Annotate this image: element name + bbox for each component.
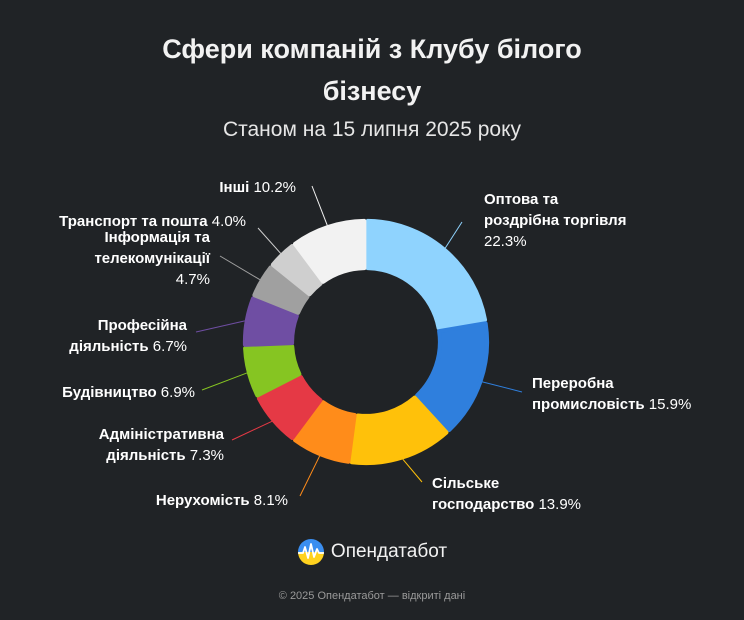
footer-copyright: © 2025 Опендатабот — відкриті дані xyxy=(278,590,466,602)
leader-line xyxy=(231,420,273,441)
slice-value-label: 7.3% xyxy=(186,447,224,464)
leader-line xyxy=(444,221,463,249)
leader-line xyxy=(195,320,245,333)
donut-slice[interactable] xyxy=(349,395,449,466)
donut-slice[interactable] xyxy=(292,218,367,284)
leader-line xyxy=(201,372,248,391)
brand-name: Опендатабот xyxy=(330,541,448,562)
donut-slice[interactable] xyxy=(256,375,323,441)
slice-value-label: 6.9% xyxy=(157,384,195,401)
donut-slice[interactable] xyxy=(243,344,302,398)
slice-value-label: 4.7% xyxy=(176,271,210,288)
chart-title: Сфери компаній з Клубу білого бізнесу xyxy=(0,28,744,112)
slice-value-label: 8.1% xyxy=(250,492,288,509)
slice-label: Адміністративна діяльність 7.3% xyxy=(99,426,225,464)
donut-slice[interactable] xyxy=(242,296,299,347)
leader-line xyxy=(311,185,328,226)
donut-slice[interactable] xyxy=(365,218,488,330)
slice-label: Транспорт та пошта 4.0% xyxy=(59,213,246,230)
donut-slice[interactable] xyxy=(415,321,490,433)
slice-label: Переробна промисловість 15.9% xyxy=(532,375,691,413)
donut-slice[interactable] xyxy=(252,265,310,315)
slice-label: Оптова та роздрібна торгівля 22.3% xyxy=(484,191,626,250)
opendatabot-logo-icon xyxy=(297,539,324,565)
slice-value-label: 15.9% xyxy=(645,396,692,413)
leader-line xyxy=(299,455,321,497)
donut-slice[interactable] xyxy=(270,243,323,297)
slice-value-label: 13.9% xyxy=(534,496,581,513)
slice-label: Інші 10.2% xyxy=(219,179,296,196)
slice-value-label: 10.2% xyxy=(249,179,296,196)
slice-value-label: 4.0% xyxy=(208,213,246,230)
leader-line xyxy=(219,255,261,281)
slice-label: Професійна діяльність 6.7% xyxy=(69,317,187,355)
slice-value-label: 6.7% xyxy=(149,338,187,355)
chart-title-line2: бізнесу xyxy=(322,76,422,106)
donut-slice[interactable] xyxy=(292,400,357,464)
leader-line xyxy=(257,227,282,254)
slice-label: Будівництво 6.9% xyxy=(62,384,195,401)
chart-subtitle: Станом на 15 липня 2025 року xyxy=(222,118,522,141)
slice-label: Інформація та телекомунікації 4.7% xyxy=(94,229,210,288)
slice-label: Нерухомість 8.1% xyxy=(156,492,288,509)
leader-line xyxy=(402,459,423,483)
chart-title-line1: Сфери компаній з Клубу білого xyxy=(162,34,582,64)
slice-label: Сільське господарство 13.9% xyxy=(432,475,581,513)
leader-line xyxy=(482,381,523,393)
brand: Опендатабот xyxy=(0,538,744,566)
slice-value-label: 22.3% xyxy=(484,233,527,250)
